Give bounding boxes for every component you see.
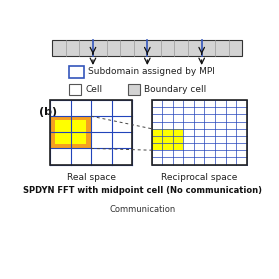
Text: Cell: Cell (86, 85, 103, 94)
Bar (50, 116, 91, 148)
Text: Boundary cell: Boundary cell (144, 85, 206, 94)
Bar (152, 100, 247, 165)
Bar (69, 84, 81, 95)
Text: Real space: Real space (67, 173, 116, 182)
Bar (50, 100, 132, 165)
Bar (152, 129, 183, 150)
Text: Reciprocal space: Reciprocal space (161, 173, 237, 182)
Text: Subdomain assigned by MPI: Subdomain assigned by MPI (88, 67, 215, 76)
Bar (69, 66, 83, 78)
Bar (128, 84, 140, 95)
Text: SPDYN FFT with midpoint cell (No communication): SPDYN FFT with midpoint cell (No communi… (23, 186, 263, 195)
Bar (152, 100, 247, 165)
Bar (55, 120, 86, 145)
Bar (50, 100, 132, 165)
Text: Communication: Communication (110, 205, 176, 214)
Bar (52, 40, 242, 56)
Text: (b): (b) (39, 107, 57, 117)
